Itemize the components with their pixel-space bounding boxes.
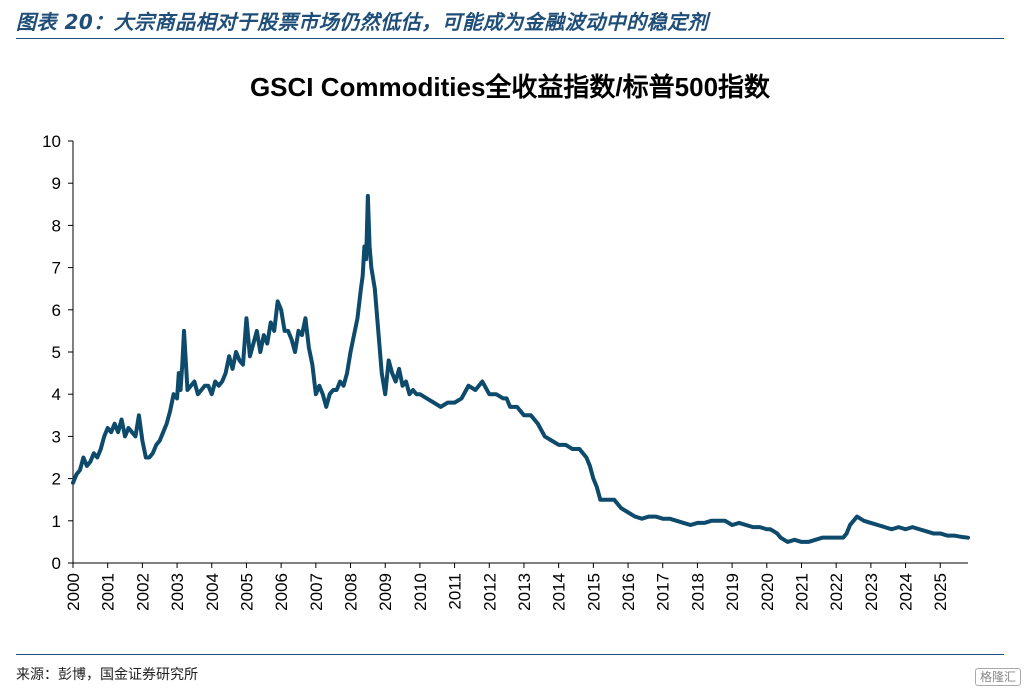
x-tick-label: 2002 [133, 573, 152, 611]
x-tick-label: 2017 [654, 573, 673, 611]
x-tick-label: 2005 [237, 573, 256, 611]
x-tick-label: 2018 [688, 573, 707, 611]
x-tick-label: 2013 [515, 573, 534, 611]
x-tick-label: 2010 [411, 573, 430, 611]
x-tick-label: 2004 [203, 573, 222, 611]
x-tick-label: 2025 [931, 573, 950, 611]
y-tick-label: 4 [52, 385, 61, 404]
x-tick-label: 2009 [376, 573, 395, 611]
x-tick-label: 2020 [758, 573, 777, 611]
y-tick-label: 1 [52, 512, 61, 531]
x-tick-label: 2007 [307, 573, 326, 611]
y-tick-label: 8 [52, 216, 61, 235]
x-tick-label: 2024 [897, 573, 916, 611]
x-tick-label: 2001 [99, 573, 118, 611]
y-tick-label: 6 [52, 301, 61, 320]
x-tick-label: 2022 [827, 573, 846, 611]
x-tick-label: 2023 [862, 573, 881, 611]
x-tick-label: 2006 [272, 573, 291, 611]
figure-title: 图表 20：大宗商品相对于股票市场仍然低估，可能成为金融波动中的稳定剂 [16, 10, 709, 34]
x-tick-label: 2015 [584, 573, 603, 611]
title-rule [16, 38, 1004, 39]
gsci-ratio-chart: GSCI Commodities全收益指数/标普500指数 0 1 2 3 4 5 6 7 8 9… [42, 72, 970, 611]
x-tick-label: 2008 [342, 573, 361, 611]
y-tick-label: 7 [52, 259, 61, 278]
x-tick-label: 2016 [619, 573, 638, 611]
y-tick-label: 2 [52, 470, 61, 489]
y-tick-label: 3 [52, 427, 61, 446]
y-tick-labels: 0 1 2 3 4 5 6 7 8 9 10 [42, 132, 61, 573]
x-tick-label: 2011 [446, 573, 465, 610]
ratio-line [71, 193, 970, 544]
y-tick-label: 0 [52, 554, 61, 573]
x-tick-label: 2014 [550, 573, 569, 611]
x-tick-label: 2003 [168, 573, 187, 611]
x-tick-label: 2000 [64, 573, 83, 611]
y-tick-label: 5 [52, 343, 61, 362]
source-note: 来源：彭博，国金证券研究所 [16, 667, 198, 683]
x-tick-labels: 2000 2001 2002 2003 2004 2005 2006 2007 2008 2009… [64, 573, 950, 611]
y-tick-label: 10 [42, 132, 61, 151]
chart-axes [68, 140, 968, 568]
y-tick-label: 9 [52, 174, 61, 193]
source-rule [16, 654, 1004, 655]
x-tick-label: 2021 [792, 573, 811, 611]
watermark-logo: 格隆汇 [974, 668, 1021, 686]
x-tick-label: 2019 [723, 573, 742, 611]
x-tick-label: 2012 [480, 573, 499, 611]
chart-title: GSCI Commodities全收益指数/标普500指数 [250, 72, 771, 102]
